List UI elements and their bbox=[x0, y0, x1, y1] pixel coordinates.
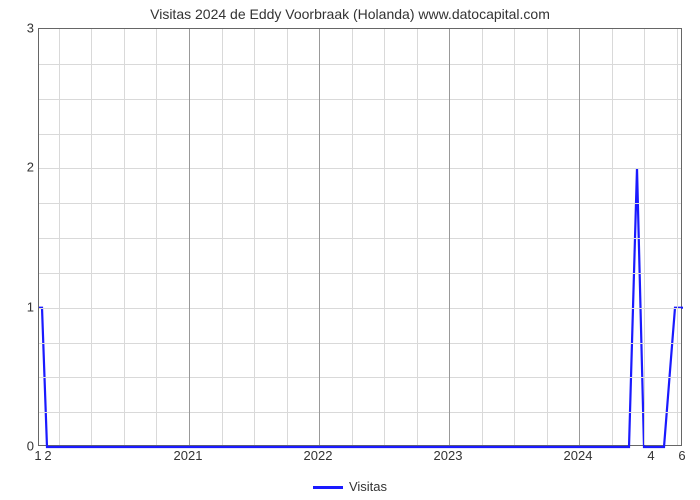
xtick-label-secondary: 1 bbox=[34, 448, 41, 463]
xtick-label-secondary: 2 bbox=[44, 448, 51, 463]
grid-v-minor bbox=[352, 29, 353, 445]
ytick-label: 1 bbox=[4, 299, 34, 314]
grid-h-minor bbox=[39, 343, 681, 344]
xtick-label: 2023 bbox=[434, 448, 463, 463]
grid-v-minor bbox=[254, 29, 255, 445]
grid-h-minor bbox=[39, 377, 681, 378]
grid-h-minor bbox=[39, 99, 681, 100]
line-chart: Visitas 2024 de Eddy Voorbraak (Holanda)… bbox=[0, 0, 700, 500]
grid-v-minor bbox=[612, 29, 613, 445]
grid-v-major bbox=[579, 29, 580, 445]
chart-title: Visitas 2024 de Eddy Voorbraak (Holanda)… bbox=[0, 6, 700, 22]
grid-v-minor bbox=[124, 29, 125, 445]
grid-v-minor bbox=[514, 29, 515, 445]
grid-h-minor bbox=[39, 238, 681, 239]
grid-v-major bbox=[189, 29, 190, 445]
grid-v-minor bbox=[156, 29, 157, 445]
grid-v-major bbox=[319, 29, 320, 445]
grid-v-minor bbox=[384, 29, 385, 445]
plot-area bbox=[38, 28, 682, 446]
legend-label: Visitas bbox=[349, 479, 387, 494]
grid-h-minor bbox=[39, 412, 681, 413]
grid-h-minor bbox=[39, 203, 681, 204]
grid-v-minor bbox=[677, 29, 678, 445]
xtick-label: 2021 bbox=[174, 448, 203, 463]
xtick-label-secondary: 6 bbox=[678, 448, 685, 463]
xtick-label: 2024 bbox=[564, 448, 593, 463]
grid-h bbox=[39, 168, 681, 169]
ytick-label: 0 bbox=[4, 439, 34, 454]
grid-v-minor bbox=[482, 29, 483, 445]
legend-swatch bbox=[313, 486, 343, 489]
ytick-label: 2 bbox=[4, 160, 34, 175]
grid-v-minor bbox=[222, 29, 223, 445]
grid-h-minor bbox=[39, 64, 681, 65]
grid-v-minor bbox=[417, 29, 418, 445]
grid-v-minor bbox=[287, 29, 288, 445]
grid-h bbox=[39, 308, 681, 309]
ytick-label: 3 bbox=[4, 21, 34, 36]
grid-v-minor bbox=[59, 29, 60, 445]
grid-h-minor bbox=[39, 134, 681, 135]
xtick-label-secondary: 4 bbox=[647, 448, 654, 463]
legend: Visitas bbox=[0, 479, 700, 494]
xtick-label: 2022 bbox=[304, 448, 333, 463]
grid-v-major bbox=[449, 29, 450, 445]
grid-v-minor bbox=[91, 29, 92, 445]
grid-v-minor bbox=[644, 29, 645, 445]
grid-v-minor bbox=[547, 29, 548, 445]
grid-h-minor bbox=[39, 273, 681, 274]
